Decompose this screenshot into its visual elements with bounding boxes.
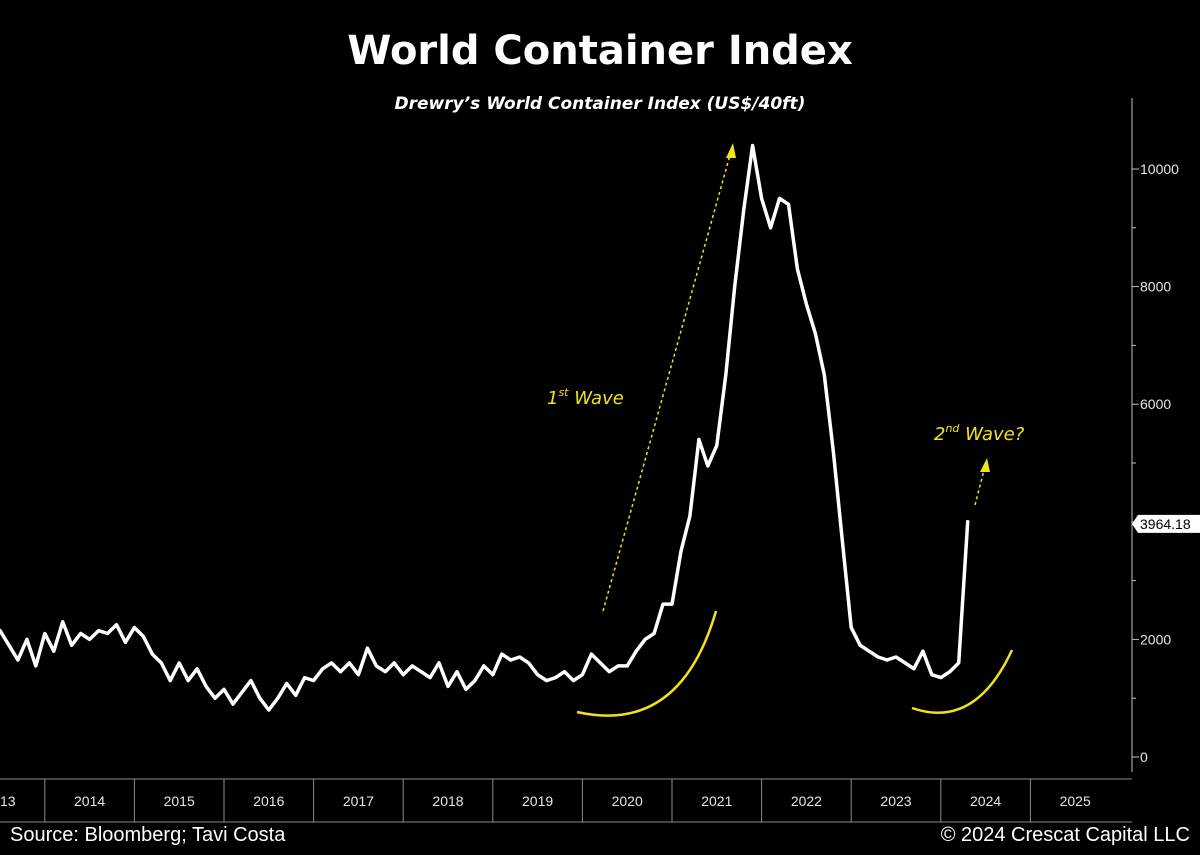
wave1-arrow-line	[602, 154, 731, 612]
x-year-label: 2015	[164, 793, 195, 809]
label-layer: 3964.18	[1132, 514, 1200, 533]
chart-subtitle: Drewry’s World Container Index (US$/40ft…	[394, 94, 806, 114]
x-year-label: 2024	[970, 793, 1001, 809]
wave2-arrow-line	[974, 469, 985, 506]
wave1-label: 1st Wave	[547, 386, 624, 409]
annotation-layer: 1st Wave 2nd Wave?	[547, 143, 1025, 717]
x-year-label: 2025	[1060, 793, 1091, 809]
x-year-label: 2018	[432, 793, 463, 809]
x-year-label: 2023	[880, 793, 911, 809]
last-value-tag	[1132, 514, 1200, 533]
wave1-arrow-head	[726, 143, 736, 158]
source-note: Source: Bloomberg; Tavi Costa	[10, 824, 286, 846]
x-year-label: 2014	[74, 793, 105, 809]
y-tick-label: 10000	[1140, 161, 1179, 177]
x-year-label: 2021	[701, 793, 732, 809]
axis-layer: 0200040006000800010000201320142015201620…	[0, 98, 1179, 823]
chart-title: World Container Index	[347, 28, 853, 74]
copyright-note: © 2024 Crescat Capital LLC	[940, 824, 1190, 846]
x-year-label: 2020	[612, 793, 643, 809]
x-year-label: 2017	[343, 793, 374, 809]
x-year-label: 2019	[522, 793, 553, 809]
wave2-label: 2nd Wave?	[934, 422, 1025, 445]
y-tick-label: 8000	[1140, 279, 1171, 295]
last-value-label: 3964.18	[1140, 516, 1191, 532]
wave1-curve	[576, 610, 718, 717]
wave2-curve	[911, 649, 1014, 714]
x-year-label: 2016	[253, 793, 284, 809]
x-year-label: 2013	[0, 793, 16, 809]
y-tick-label: 0	[1140, 749, 1148, 765]
index-line	[0, 143, 970, 712]
y-tick-label: 2000	[1140, 631, 1171, 647]
wave2-arrow-head	[980, 458, 990, 472]
x-year-label: 2022	[791, 793, 822, 809]
y-tick-label: 6000	[1140, 396, 1171, 412]
series-line-layer	[0, 143, 970, 712]
